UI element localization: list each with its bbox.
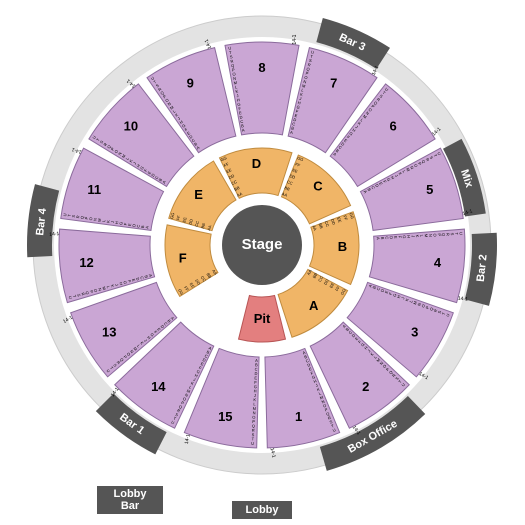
outer-section-label: 14 (151, 379, 166, 394)
row-label: U (459, 232, 464, 235)
inner-section-label: D (252, 156, 261, 171)
outer-section-label: 6 (389, 118, 396, 133)
pit-label: Pit (254, 311, 271, 326)
bottom-box-label: Bar (121, 500, 140, 512)
outer-section-label: 5 (426, 182, 433, 197)
bottom-box-label: Lobby (246, 504, 280, 516)
outer-section-label: 7 (330, 75, 337, 90)
edge-label: 14-1 (458, 296, 469, 303)
outer-section-label: 15 (218, 409, 232, 424)
inner-section-label: F (179, 250, 187, 265)
row-label: U (251, 441, 254, 446)
inner-section-label: C (313, 179, 323, 194)
edge-label: 14-1 (49, 231, 60, 238)
inner-section-label: A (309, 298, 319, 313)
outer-section-label: 10 (124, 118, 138, 133)
outer-section-label: 8 (258, 60, 265, 75)
outer-section-label: 12 (79, 255, 93, 270)
outer-section-label: 2 (362, 379, 369, 394)
bottom-box-label: Lobby (114, 488, 148, 500)
outer-section-label: 11 (87, 182, 101, 197)
outer-section-label: 4 (434, 255, 442, 270)
inner-section-label: B (338, 239, 347, 254)
outer-section-label: 9 (187, 75, 194, 90)
edge-label: 14-1 (292, 34, 298, 44)
outer-section-label: 1 (295, 409, 302, 424)
row-label: J (411, 235, 416, 237)
outer-section-label: 13 (102, 325, 116, 340)
stage-label: Stage (242, 236, 283, 253)
inner-section-label: E (194, 187, 203, 202)
outer-section-label: 3 (411, 325, 418, 340)
